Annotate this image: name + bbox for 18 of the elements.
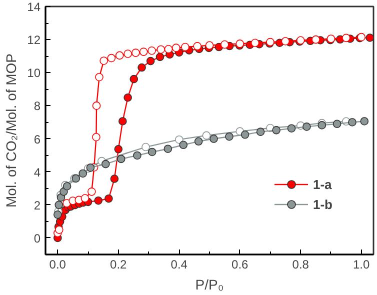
y-tick-label: 14 — [27, 0, 41, 14]
x-axis-title: P/P₀ — [195, 276, 224, 292]
y-tick-label: 10 — [27, 66, 41, 80]
y-tick-label: 8 — [34, 99, 41, 114]
legend-label: 1-b — [313, 196, 333, 212]
x-tick-label: 0.6 — [232, 258, 249, 272]
x-tick-label: 0.8 — [292, 258, 310, 272]
y-tick-label: 4 — [34, 165, 41, 180]
y-tick-label: 12 — [27, 33, 41, 48]
y-tick-label: 0 — [34, 231, 41, 246]
x-tick-label: 0.0 — [49, 258, 66, 272]
y-axis-title: Mol. of CO₂/Mol. of MOP — [3, 53, 20, 208]
legend-label: 1-a — [313, 176, 333, 192]
x-tick-label: 0.4 — [170, 258, 188, 272]
x-tick-label: 0.2 — [110, 258, 128, 272]
y-tick-label: 6 — [34, 132, 41, 146]
x-tick-label: 1.0 — [353, 258, 370, 272]
y-tick-label: 2 — [34, 198, 41, 212]
